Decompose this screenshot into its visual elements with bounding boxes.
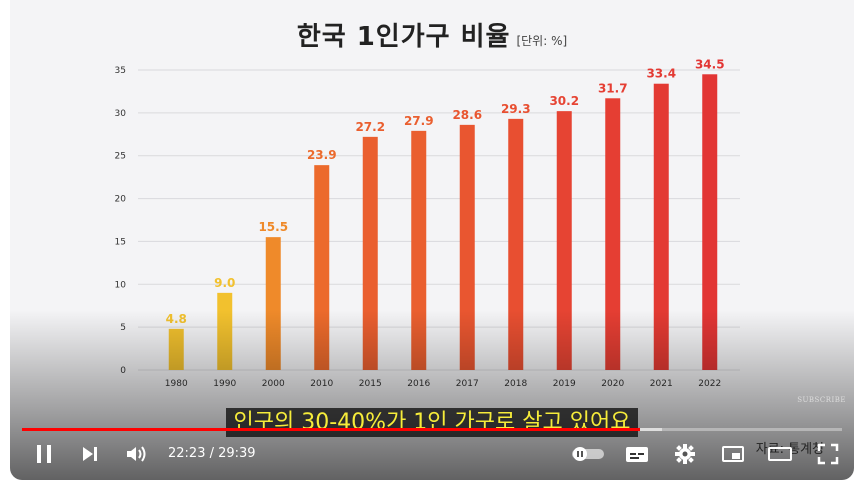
volume-icon [127,446,146,462]
x-tick-label: 1990 [213,379,236,389]
pause-icon [37,445,51,463]
bar [556,111,572,371]
next-button[interactable] [78,442,102,466]
bar-value-label: 31.7 [598,81,628,95]
bar-value-label: 27.2 [355,120,385,134]
video-player[interactable]: 한국 1인가구 비율 [단위: %] 0 5 10 15 20 25 30 35 4.8 1980 9… [10,0,854,480]
x-tick-label: 2021 [650,379,673,389]
theater-mode-button[interactable] [766,442,794,466]
bar-value-label: 34.5 [695,57,725,71]
chart-title-text: 한국 1인가구 비율 [296,22,511,52]
bar [702,74,718,371]
bar-value-label: 29.3 [501,102,531,116]
bar [362,136,378,370]
subtitles-button[interactable] [624,442,650,466]
bar-value-label: 9.0 [214,276,235,290]
chart-unit: [단위: %] [516,34,568,48]
x-tick-label: 1980 [165,379,188,389]
autoplay-toggle-icon [572,447,604,461]
pause-button[interactable] [32,442,56,466]
gear-icon [675,444,695,464]
fullscreen-icon [817,443,839,465]
bar-value-label: 28.6 [452,108,482,122]
bar-value-label: 33.4 [646,67,676,81]
x-tick-label: 2018 [504,379,527,389]
next-icon [83,447,97,461]
y-tick-label: 30 [115,109,127,119]
fullscreen-button[interactable] [816,442,840,466]
bar-value-label: 30.2 [549,94,579,108]
bar [508,118,524,370]
bar [653,83,669,370]
bar-chart: 0 5 10 15 20 25 30 35 4.8 1980 9.0 1990 15.5 2000 23.9… [115,57,740,389]
y-tick-label: 10 [115,280,127,290]
y-tick-label: 35 [115,66,126,76]
chart-title: 한국 1인가구 비율 [단위: %] [10,16,854,53]
y-tick-label: 15 [115,237,126,247]
bar [168,328,184,370]
bar [265,237,281,370]
x-tick-label: 2017 [456,379,479,389]
y-tick-label: 0 [120,366,126,376]
x-tick-label: 2022 [698,379,721,389]
x-tick-label: 2000 [262,379,285,389]
bar-value-label: 15.5 [258,220,288,234]
bar [217,292,233,370]
volume-button[interactable] [124,442,150,466]
bar [459,124,475,370]
subtitle-text: 인구의 30-40%가 1인 가구로 살고 있어요 [225,408,639,437]
theater-mode-icon [768,447,792,461]
x-tick-label: 2019 [553,379,576,389]
miniplayer-icon [722,446,744,462]
bar-value-label: 4.8 [166,312,187,326]
y-tick-label: 25 [115,152,126,162]
x-tick-label: 2020 [601,379,624,389]
x-tick-label: 2010 [310,379,333,389]
bar [605,98,621,371]
x-tick-label: 2015 [359,379,382,389]
progress-bar[interactable] [22,428,842,431]
settings-button[interactable] [672,442,698,466]
bar-value-label: 27.9 [404,114,434,128]
subtitles-icon [626,447,648,462]
time-display: 22:23 / 29:39 [168,446,256,461]
x-tick-label: 2016 [407,379,430,389]
bar [314,165,330,370]
bar [411,130,427,370]
bar-value-label: 23.9 [307,148,337,162]
subtitle-caption: 인구의 30-40%가 1인 가구로 살고 있어요 [10,404,854,437]
subscribe-watermark: SUBSCRIBE [797,396,846,404]
source-label: 자료: 통계청 [755,442,824,457]
autoplay-toggle[interactable] [570,442,606,466]
y-tick-label: 5 [120,323,126,333]
y-tick-label: 20 [115,195,127,205]
progress-played [22,428,641,431]
miniplayer-button[interactable] [720,442,746,466]
